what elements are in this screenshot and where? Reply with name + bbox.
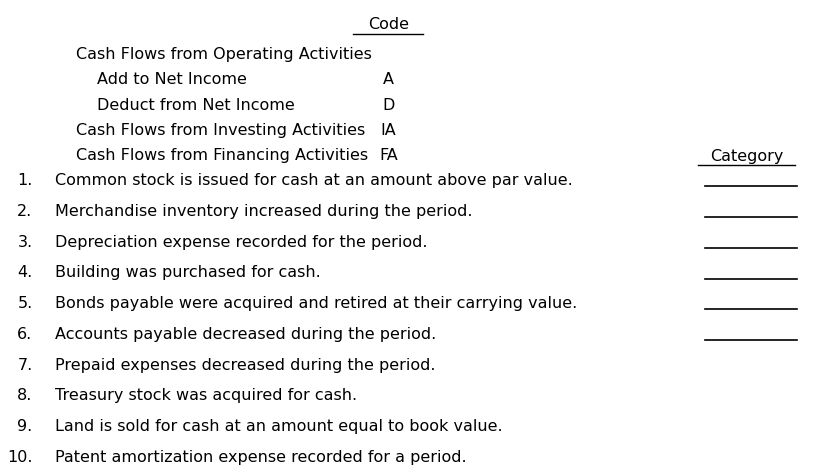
- Text: Building was purchased for cash.: Building was purchased for cash.: [55, 265, 321, 280]
- Text: 8.: 8.: [18, 388, 33, 403]
- Text: D: D: [382, 97, 394, 112]
- Text: Cash Flows from Financing Activities: Cash Flows from Financing Activities: [76, 148, 368, 163]
- Text: Land is sold for cash at an amount equal to book value.: Land is sold for cash at an amount equal…: [55, 419, 503, 434]
- Text: Cash Flows from Investing Activities: Cash Flows from Investing Activities: [76, 123, 365, 138]
- Text: 3.: 3.: [18, 234, 33, 249]
- Text: 2.: 2.: [18, 204, 33, 219]
- Text: A: A: [383, 73, 394, 88]
- Text: Deduct from Net Income: Deduct from Net Income: [97, 97, 294, 112]
- Text: 1.: 1.: [18, 173, 33, 188]
- Text: 10.: 10.: [8, 450, 33, 465]
- Text: 5.: 5.: [18, 296, 33, 311]
- Text: Merchandise inventory increased during the period.: Merchandise inventory increased during t…: [55, 204, 473, 219]
- Text: Bonds payable were acquired and retired at their carrying value.: Bonds payable were acquired and retired …: [55, 296, 577, 311]
- Text: Add to Net Income: Add to Net Income: [97, 73, 247, 88]
- Text: Category: Category: [710, 148, 783, 164]
- Text: 4.: 4.: [18, 265, 33, 280]
- Text: 7.: 7.: [18, 358, 33, 373]
- Text: Patent amortization expense recorded for a period.: Patent amortization expense recorded for…: [55, 450, 467, 465]
- Text: Common stock is issued for cash at an amount above par value.: Common stock is issued for cash at an am…: [55, 173, 573, 188]
- Text: Cash Flows from Operating Activities: Cash Flows from Operating Activities: [76, 47, 372, 62]
- Text: FA: FA: [379, 148, 398, 163]
- Text: Treasury stock was acquired for cash.: Treasury stock was acquired for cash.: [55, 388, 357, 403]
- Text: IA: IA: [380, 123, 396, 138]
- Text: Prepaid expenses decreased during the period.: Prepaid expenses decreased during the pe…: [55, 358, 435, 373]
- Text: 9.: 9.: [18, 419, 33, 434]
- Text: 6.: 6.: [18, 327, 33, 342]
- Text: Accounts payable decreased during the period.: Accounts payable decreased during the pe…: [55, 327, 436, 342]
- Text: Code: Code: [368, 17, 409, 32]
- Text: Depreciation expense recorded for the period.: Depreciation expense recorded for the pe…: [55, 234, 428, 249]
